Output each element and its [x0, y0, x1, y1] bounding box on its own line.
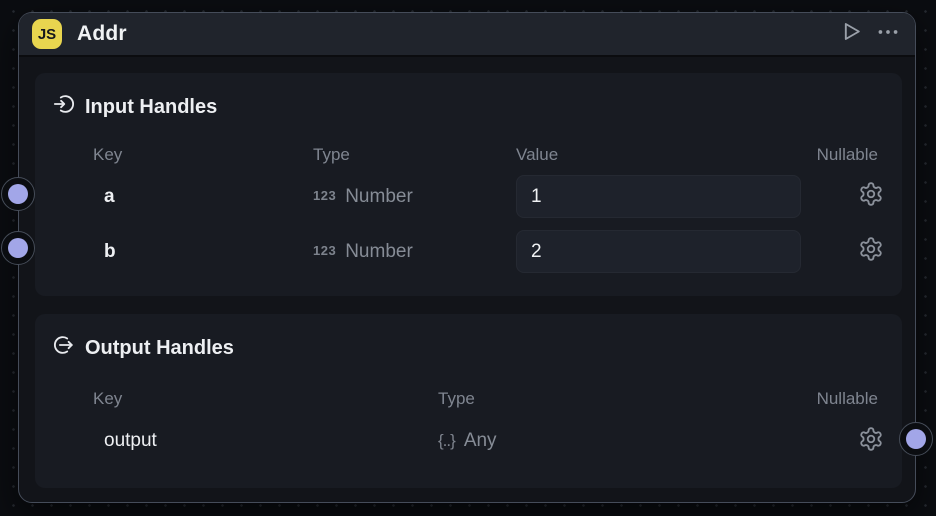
nullable-settings-cell	[801, 236, 902, 267]
handle-dot[interactable]	[8, 238, 28, 258]
input-section-title-row: Input Handles	[53, 95, 902, 119]
input-handles-section: Input Handles Key Type Value Nullable a …	[35, 73, 902, 296]
gear-icon[interactable]	[858, 181, 884, 212]
gear-icon[interactable]	[858, 236, 884, 267]
column-header-type: Type	[313, 145, 350, 164]
input-type-label: Number	[345, 240, 413, 262]
input-connection-handle-a[interactable]	[1, 177, 35, 211]
nullable-settings-cell	[801, 181, 902, 212]
input-table-header: Key Type Value Nullable	[35, 145, 902, 164]
output-connection-handle[interactable]	[899, 422, 933, 456]
nullable-settings-cell	[858, 426, 902, 457]
output-row-output: output {..} Any	[35, 419, 902, 463]
output-key-label: output	[104, 430, 157, 451]
number-type-icon: 123	[313, 243, 337, 258]
input-connection-handle-b[interactable]	[1, 231, 35, 265]
input-type-cell: 123 Number	[313, 186, 516, 208]
output-section-title: Output Handles	[85, 336, 234, 359]
column-header-nullable: Nullable	[816, 145, 878, 164]
input-key-label: a	[104, 185, 115, 207]
number-type-icon: 123	[313, 188, 337, 203]
arrow-into-circle-icon	[53, 93, 75, 121]
gear-icon[interactable]	[858, 426, 884, 457]
node-header[interactable]: JS Addr	[19, 13, 915, 57]
output-type-label: Any	[463, 430, 497, 451]
output-handles-section: Output Handles Key Type Nullable output …	[35, 314, 902, 488]
ellipsis-icon	[875, 19, 901, 50]
column-header-nullable: Nullable	[816, 389, 878, 408]
js-badge-label: JS	[37, 25, 57, 43]
any-type-braces-icon: {..}	[438, 431, 456, 450]
output-section-title-row: Output Handles	[53, 336, 902, 360]
input-type-cell: 123 Number	[313, 241, 516, 263]
column-header-key: Key	[93, 145, 123, 164]
column-header-type: Type	[438, 389, 475, 408]
run-node-button[interactable]	[837, 21, 863, 47]
node-menu-button[interactable]	[875, 21, 901, 47]
output-table-header: Key Type Nullable	[35, 389, 902, 408]
node-title: Addr	[77, 22, 127, 45]
play-icon	[838, 19, 863, 49]
input-value-field-b[interactable]	[516, 230, 801, 273]
node-card-addr[interactable]: JS Addr Input Handles	[18, 12, 916, 503]
input-row-b: b 123 Number	[35, 230, 902, 273]
js-badge: JS	[32, 19, 62, 49]
input-row-a: a 123 Number	[35, 175, 902, 218]
input-type-label: Number	[345, 185, 413, 207]
column-header-key: Key	[93, 389, 123, 408]
output-type-cell: {..} Any	[438, 430, 858, 452]
handle-dot[interactable]	[906, 429, 926, 449]
input-key-label: b	[104, 240, 116, 262]
input-value-field-a[interactable]	[516, 175, 801, 218]
column-header-value: Value	[516, 145, 559, 164]
input-section-title: Input Handles	[85, 95, 218, 118]
handle-dot[interactable]	[8, 184, 28, 204]
arrow-out-of-circle-icon	[53, 334, 75, 362]
